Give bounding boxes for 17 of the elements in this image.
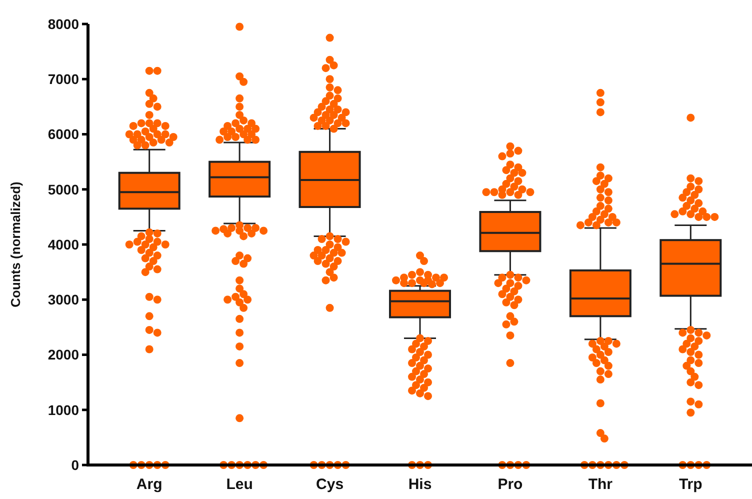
y-tick-label: 3000 [48,292,80,308]
y-tick-label: 0 [71,456,80,473]
x-tick-label: Pro [498,476,523,493]
y-tick-label: 1000 [48,402,80,418]
y-axis-title: Counts (normalized) [8,182,23,308]
x-tick-label: Leu [226,476,253,493]
y-tick-label: 2000 [48,346,80,363]
x-tick-label: Trp [678,476,702,493]
y-tick-label: 8000 [48,16,80,32]
x-tick-label: Cys [316,476,344,493]
y-tick-label: 6000 [48,126,80,142]
x-tick-label: His [408,476,432,493]
y-tick-label: 7000 [48,71,80,88]
x-tick-label: Arg [136,476,162,493]
x-tick-label: Thr [588,476,613,493]
y-tick-label: 5000 [48,181,80,198]
y-tick-label: 4000 [48,236,80,252]
